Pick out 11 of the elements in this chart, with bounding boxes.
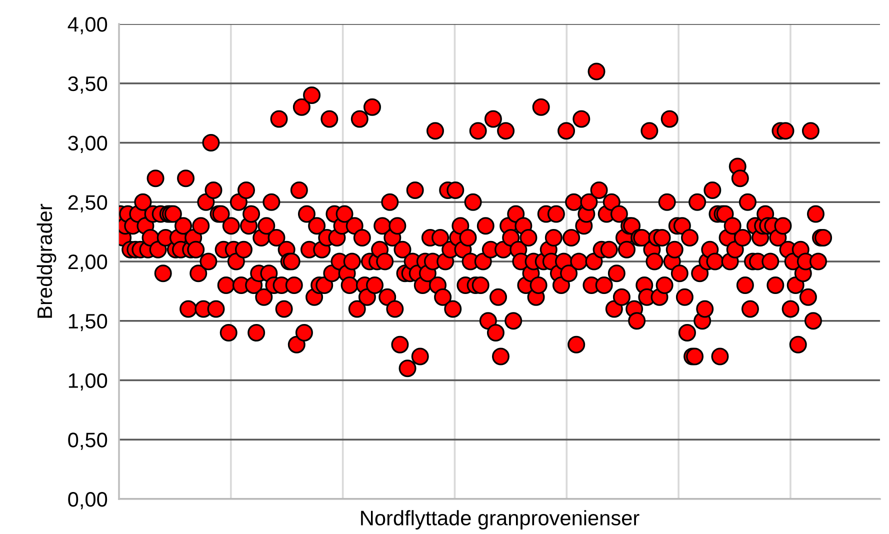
y-axis-title: Breddgrader	[36, 204, 56, 318]
y-tick-label: 2,00	[68, 254, 108, 272]
y-tick-label: 1,00	[68, 373, 108, 390]
y-tick-label: 0,50	[68, 432, 108, 450]
y-tick-label: 1,50	[68, 314, 108, 332]
y-tick-label: 0,00	[68, 492, 108, 510]
x-axis-title: Nordflyttade granprovenienser	[361, 510, 640, 530]
y-tick-label: 2,50	[68, 195, 108, 212]
y-tick-label: 3,00	[68, 136, 108, 153]
y-tick-label: 3,50	[68, 76, 108, 94]
y-tick-label: 4,00	[68, 17, 108, 34]
